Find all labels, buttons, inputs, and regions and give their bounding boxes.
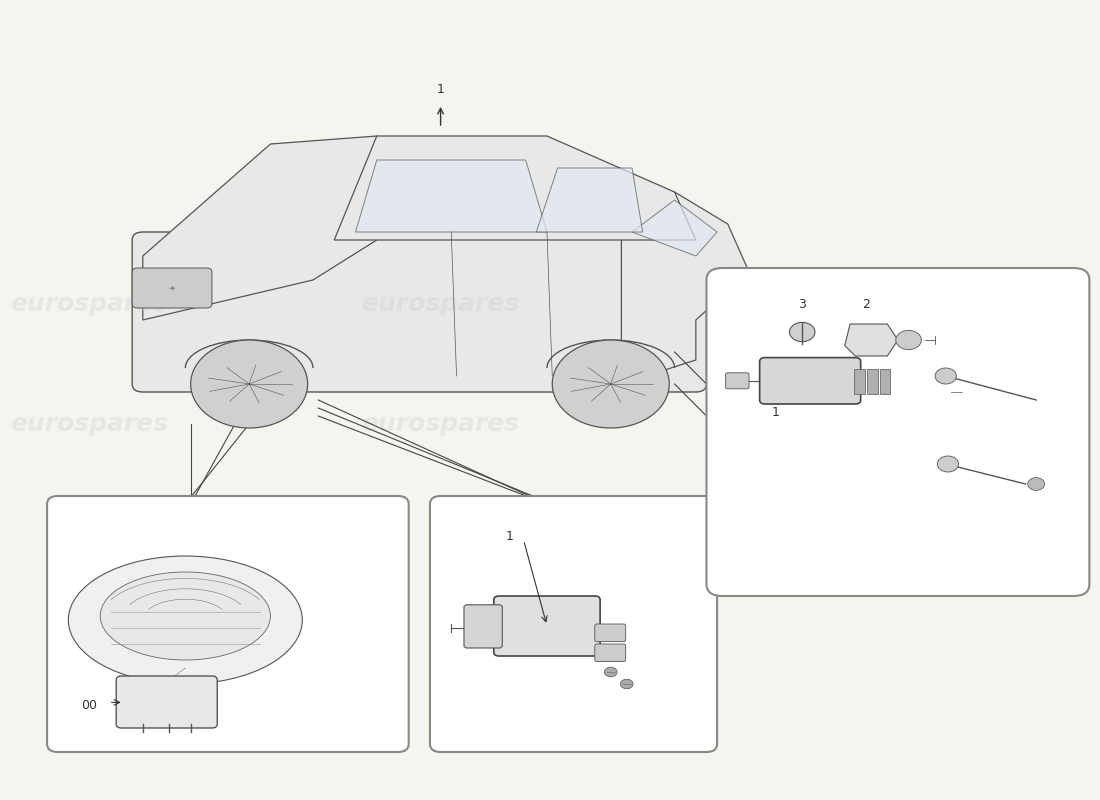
Text: 1: 1 bbox=[506, 530, 514, 542]
Text: eurospares: eurospares bbox=[542, 668, 701, 692]
Text: eurospares: eurospares bbox=[11, 412, 168, 436]
FancyBboxPatch shape bbox=[132, 232, 706, 392]
Text: eurospares: eurospares bbox=[213, 271, 328, 289]
FancyBboxPatch shape bbox=[595, 644, 626, 662]
Circle shape bbox=[190, 340, 308, 428]
FancyBboxPatch shape bbox=[117, 676, 217, 728]
PathPatch shape bbox=[537, 168, 642, 232]
Text: eurospares: eurospares bbox=[362, 292, 519, 316]
Text: 00: 00 bbox=[81, 699, 98, 712]
FancyBboxPatch shape bbox=[706, 268, 1089, 596]
FancyBboxPatch shape bbox=[464, 605, 503, 648]
Text: eurospares: eurospares bbox=[11, 292, 168, 316]
Text: eurospares: eurospares bbox=[553, 271, 668, 289]
Circle shape bbox=[552, 340, 669, 428]
FancyBboxPatch shape bbox=[867, 369, 878, 394]
Text: 1: 1 bbox=[772, 406, 780, 418]
PathPatch shape bbox=[355, 160, 547, 232]
Text: 2: 2 bbox=[862, 298, 870, 310]
FancyBboxPatch shape bbox=[855, 369, 865, 394]
Text: eurospares: eurospares bbox=[549, 654, 672, 674]
FancyBboxPatch shape bbox=[726, 373, 749, 389]
Circle shape bbox=[620, 679, 634, 689]
FancyBboxPatch shape bbox=[47, 496, 409, 752]
Text: ✦: ✦ bbox=[169, 283, 176, 293]
Text: eurospares: eurospares bbox=[542, 548, 701, 572]
Circle shape bbox=[937, 456, 958, 472]
PathPatch shape bbox=[334, 136, 696, 240]
PathPatch shape bbox=[632, 200, 717, 256]
FancyBboxPatch shape bbox=[132, 268, 212, 308]
FancyBboxPatch shape bbox=[494, 596, 601, 656]
Text: eurospares: eurospares bbox=[362, 412, 519, 436]
FancyBboxPatch shape bbox=[880, 369, 891, 394]
Text: 3: 3 bbox=[799, 298, 806, 310]
PathPatch shape bbox=[621, 192, 749, 384]
FancyBboxPatch shape bbox=[595, 624, 626, 642]
Text: 1: 1 bbox=[437, 83, 444, 96]
Circle shape bbox=[895, 330, 922, 350]
FancyBboxPatch shape bbox=[760, 358, 860, 404]
Circle shape bbox=[1027, 478, 1045, 490]
PathPatch shape bbox=[845, 324, 898, 356]
Circle shape bbox=[790, 322, 815, 342]
Circle shape bbox=[604, 667, 617, 677]
PathPatch shape bbox=[143, 136, 409, 320]
Ellipse shape bbox=[68, 556, 302, 684]
FancyBboxPatch shape bbox=[430, 496, 717, 752]
Ellipse shape bbox=[100, 572, 271, 660]
Circle shape bbox=[935, 368, 956, 384]
